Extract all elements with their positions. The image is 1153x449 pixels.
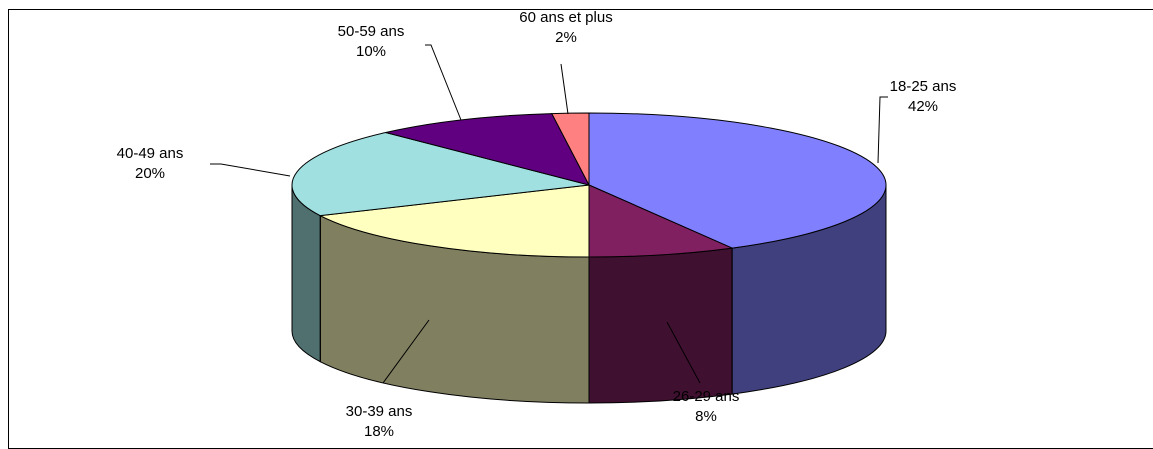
value-label-2: 18%	[364, 423, 394, 437]
value-label-3: 20%	[135, 165, 165, 182]
leader-line-3	[210, 163, 291, 177]
slice-4	[385, 113, 590, 186]
leader-lines	[210, 44, 888, 384]
data-labels: 18-25 ans 42% 26-29 ans 8% 30-39 ans 18% 40-49…	[117, 9, 957, 437]
slice-3	[291, 131, 590, 217]
slice-1	[588, 184, 734, 258]
pie-sides	[291, 184, 887, 404]
category-label-2: 30-39 ans	[346, 403, 413, 420]
leader-line-2	[382, 319, 430, 384]
category-label-3: 40-49 ans	[117, 145, 184, 162]
pie-slices	[291, 112, 887, 258]
category-label-4: 50-59 ans	[338, 23, 405, 40]
slice-side-1	[588, 247, 733, 404]
category-label-0: 18-25 ans	[890, 78, 957, 95]
leader-line-4	[425, 44, 462, 121]
value-label-1: 8%	[695, 408, 717, 425]
category-label-1: 26-29 ans	[673, 388, 740, 405]
value-label-0: 42%	[908, 98, 938, 115]
value-label-4: 10%	[356, 43, 386, 60]
pie-chart: 18-25 ans 42% 26-29 ans 8% 30-39 ans 18% 40-49…	[117, 9, 957, 437]
category-label-5: 60 ans et plus	[519, 9, 612, 26]
leader-line-0	[877, 96, 888, 164]
slice-5	[550, 112, 590, 186]
slice-2	[318, 184, 590, 258]
leader-line-5	[560, 63, 569, 115]
value-label-5: 2%	[555, 29, 577, 46]
slice-0	[588, 112, 887, 249]
leader-line-1	[666, 321, 701, 384]
